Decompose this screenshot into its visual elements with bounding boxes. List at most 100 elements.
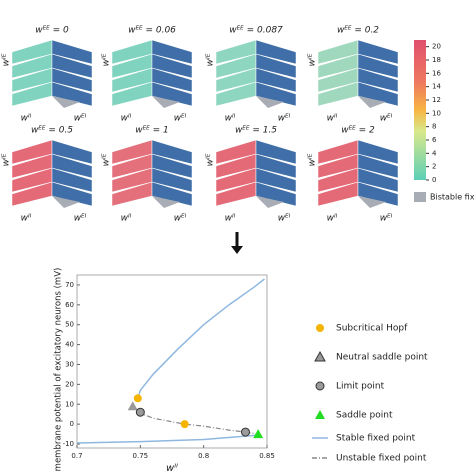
surface-right bbox=[357, 167, 399, 193]
y-tick-label: 60 bbox=[65, 301, 74, 309]
panel-axis-label: wᴵᴱ bbox=[102, 53, 112, 66]
panel-title: wᴱᴱ = 0.087 bbox=[229, 26, 283, 36]
panel-title: wᴱᴱ = 2 bbox=[341, 126, 375, 136]
point bbox=[135, 407, 145, 417]
panel-axis-label: wᴱᴵ bbox=[380, 214, 393, 224]
legend-label: Stable fixed point bbox=[336, 434, 416, 444]
colorbar-tick-label: 18 bbox=[432, 56, 441, 64]
panel-axis-label: wᴵᴵ bbox=[327, 214, 338, 224]
panel-title: wᴱᴱ = 0.5 bbox=[31, 126, 73, 136]
surface-right bbox=[151, 167, 193, 193]
panel-axis-label: wᴱᴵ bbox=[278, 114, 291, 124]
panel-axis-label: wᴱᴵ bbox=[278, 214, 291, 224]
surface-right bbox=[357, 139, 399, 165]
plot-frame bbox=[76, 274, 268, 449]
colorbar-tick-label: 10 bbox=[432, 109, 441, 117]
x-axis-label: wᴵᴵ bbox=[166, 463, 178, 474]
y-tick-label: 40 bbox=[65, 341, 74, 349]
colorbar-tick-label: 16 bbox=[432, 69, 441, 77]
panel-title: wᴱᴱ = 1 bbox=[135, 126, 169, 136]
surface-right bbox=[255, 39, 297, 65]
panel-axis-label: wᴱᴵ bbox=[380, 114, 393, 124]
y-tick-label: 50 bbox=[65, 321, 74, 329]
bistable-region bbox=[358, 96, 386, 108]
point bbox=[315, 410, 325, 419]
panel-axis-label: wᴵᴵ bbox=[225, 214, 236, 224]
surface-right bbox=[255, 53, 297, 79]
x-tick-label: 0.75 bbox=[133, 452, 149, 460]
panel-title: wᴱᴱ = 0 bbox=[35, 26, 69, 36]
point bbox=[316, 324, 324, 332]
surface-right bbox=[357, 53, 399, 79]
surface-right bbox=[255, 153, 297, 179]
panel-axis-label: wᴱᴵ bbox=[74, 214, 87, 224]
panel-axis-label: wᴵᴵ bbox=[327, 114, 338, 124]
colorbar-tick-label: 8 bbox=[432, 123, 436, 131]
point bbox=[127, 401, 138, 411]
series-line bbox=[137, 278, 265, 399]
point bbox=[180, 420, 189, 429]
surface-right bbox=[357, 153, 399, 179]
panel-axis-label: wᴱᴵ bbox=[174, 114, 187, 124]
legend-label: Unstable fixed point bbox=[336, 454, 427, 464]
bistable-region bbox=[152, 196, 180, 208]
point bbox=[133, 394, 142, 403]
surface-right bbox=[255, 167, 297, 193]
legend-label: Neutral saddle point bbox=[336, 353, 428, 363]
panel-title: wᴱᴱ = 0.06 bbox=[128, 26, 176, 36]
panel-axis-label: wᴵᴵ bbox=[225, 114, 236, 124]
surface-right bbox=[357, 81, 399, 107]
surface-right bbox=[51, 181, 93, 207]
colorbar-tick-label: 20 bbox=[432, 43, 441, 51]
surface-right bbox=[151, 181, 193, 207]
legend-label: Subcritical Hopf bbox=[336, 324, 408, 334]
surface-right bbox=[255, 67, 297, 93]
y-tick-label: 20 bbox=[65, 380, 74, 388]
surface-right bbox=[51, 81, 93, 107]
point bbox=[314, 350, 326, 362]
panel-axis-label: wᴵᴵ bbox=[21, 114, 32, 124]
panel-title: wᴱᴱ = 1.5 bbox=[235, 126, 277, 136]
colorbar-tick-label: 2 bbox=[432, 163, 436, 171]
surface-right bbox=[151, 67, 193, 93]
surface-right bbox=[51, 167, 93, 193]
x-tick-label: 0.7 bbox=[71, 452, 82, 460]
x-tick-label: 0.85 bbox=[259, 452, 275, 460]
bistable-label: Bistable fixed point bbox=[430, 193, 474, 202]
surface-right bbox=[151, 153, 193, 179]
surface-right bbox=[255, 81, 297, 107]
surface-right bbox=[357, 67, 399, 93]
colorbar-tick-label: 12 bbox=[432, 96, 441, 104]
bistable-swatch bbox=[414, 192, 426, 202]
surface-right bbox=[51, 53, 93, 79]
surface-right bbox=[51, 39, 93, 65]
surface-right bbox=[51, 139, 93, 165]
colorbar-tick-label: 6 bbox=[432, 136, 437, 144]
series-line bbox=[137, 411, 259, 435]
panel-axis-label: wᴵᴱ bbox=[206, 53, 216, 66]
panel-axis-label: wᴵᴵ bbox=[21, 214, 32, 224]
colorbar-tick-label: 14 bbox=[432, 83, 441, 91]
bistable-region bbox=[256, 196, 284, 208]
y-tick-label: 0 bbox=[70, 420, 74, 428]
surface-right bbox=[151, 139, 193, 165]
surface-right bbox=[151, 39, 193, 65]
colorbar-tick-label: 0 bbox=[432, 176, 436, 184]
y-tick-label: -10 bbox=[63, 440, 74, 448]
arrow-head bbox=[231, 246, 243, 254]
colorbar-tick-label: 4 bbox=[432, 149, 437, 157]
legend-label: Saddle point bbox=[336, 411, 393, 421]
x-tick-label: 0.8 bbox=[198, 452, 209, 460]
panel-axis-label: wᴵᴱ bbox=[308, 153, 318, 166]
panel-axis-label: wᴱᴵ bbox=[174, 214, 187, 224]
colorbar bbox=[414, 40, 426, 180]
surface-right bbox=[255, 181, 297, 207]
legend-label: Limit point bbox=[336, 382, 385, 392]
bistable-region bbox=[52, 196, 80, 208]
surface-right bbox=[255, 139, 297, 165]
panel-axis-label: wᴵᴱ bbox=[206, 153, 216, 166]
point bbox=[253, 429, 264, 439]
panel-axis-label: wᴵᴱ bbox=[102, 153, 112, 166]
panel-axis-label: wᴱᴵ bbox=[74, 114, 87, 124]
